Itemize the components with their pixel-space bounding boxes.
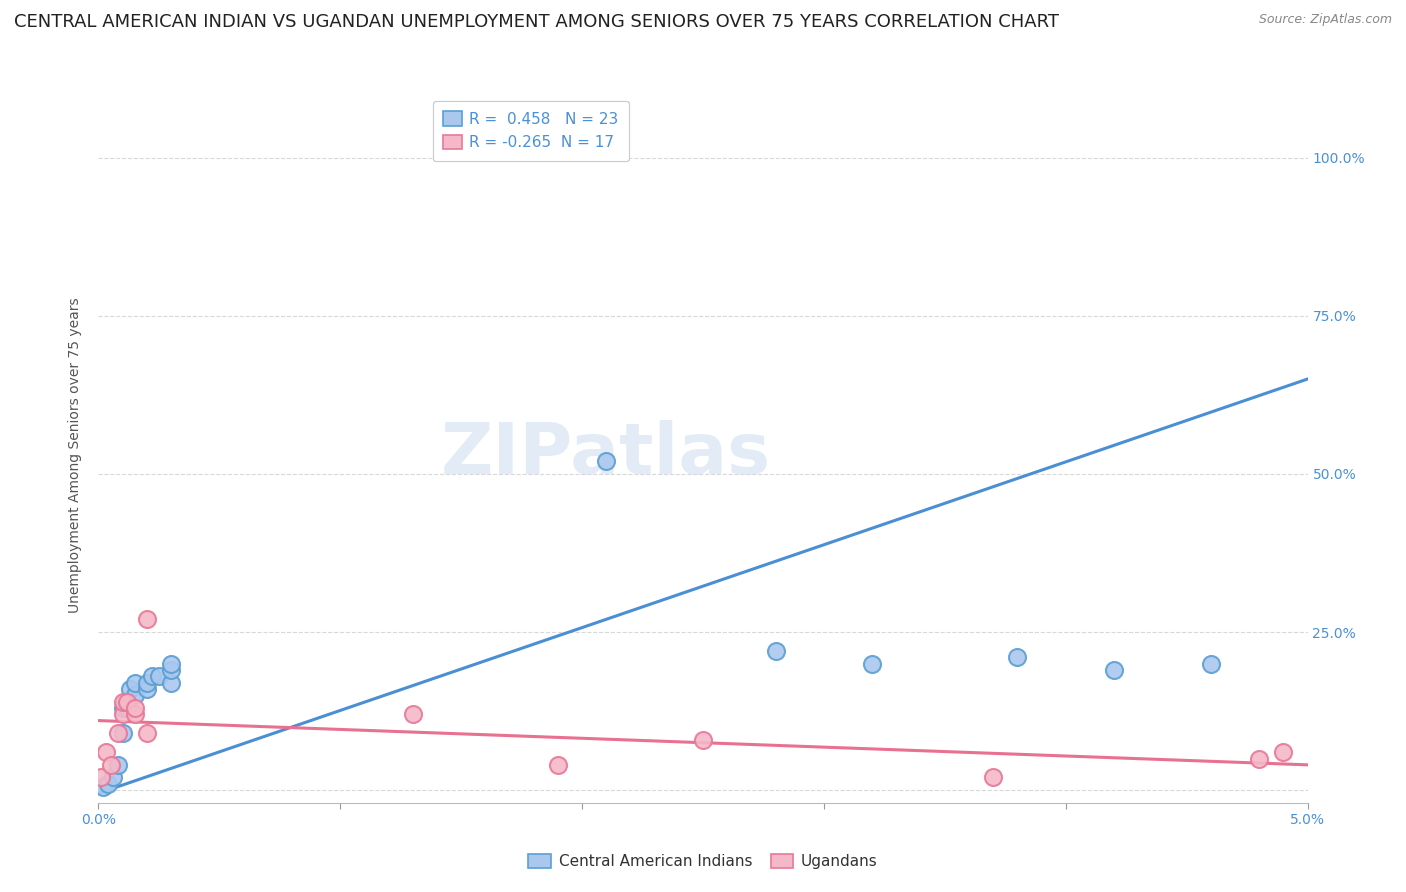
Point	[981, 771, 1004, 785]
Point	[111, 695, 134, 709]
Text: CENTRAL AMERICAN INDIAN VS UGANDAN UNEMPLOYMENT AMONG SENIORS OVER 75 YEARS CORR: CENTRAL AMERICAN INDIAN VS UGANDAN UNEMP…	[14, 13, 1059, 31]
Point	[97, 777, 120, 791]
Point	[160, 657, 183, 671]
Point	[91, 780, 114, 794]
Point	[135, 681, 157, 696]
Point	[124, 675, 146, 690]
Point	[1102, 663, 1125, 677]
Point	[117, 701, 139, 715]
Point	[111, 707, 134, 722]
Point	[118, 681, 141, 696]
Point	[141, 669, 163, 683]
Point	[1199, 657, 1222, 671]
Point	[100, 757, 122, 772]
Point	[124, 688, 146, 702]
Point	[135, 612, 157, 626]
Point	[124, 707, 146, 722]
Point	[135, 675, 157, 690]
Point	[107, 757, 129, 772]
Point	[107, 726, 129, 740]
Point	[595, 454, 617, 468]
Point	[117, 695, 139, 709]
Point	[160, 663, 183, 677]
Point	[160, 675, 183, 690]
Point	[111, 726, 134, 740]
Point	[1249, 751, 1271, 765]
Point	[402, 707, 425, 722]
Point	[101, 771, 124, 785]
Point	[135, 726, 157, 740]
Point	[547, 757, 569, 772]
Text: Source: ZipAtlas.com: Source: ZipAtlas.com	[1258, 13, 1392, 27]
Point	[148, 669, 170, 683]
Legend: R =  0.458   N = 23, R = -0.265  N = 17: R = 0.458 N = 23, R = -0.265 N = 17	[433, 101, 628, 161]
Point	[1007, 650, 1029, 665]
Point	[111, 701, 134, 715]
Legend: Central American Indians, Ugandans: Central American Indians, Ugandans	[522, 847, 884, 875]
Point	[90, 771, 112, 785]
Point	[765, 644, 787, 658]
Point	[94, 745, 117, 759]
Point	[1272, 745, 1295, 759]
Y-axis label: Unemployment Among Seniors over 75 years: Unemployment Among Seniors over 75 years	[69, 297, 83, 613]
Point	[860, 657, 883, 671]
Text: ZIPatlas: ZIPatlas	[441, 420, 772, 490]
Point	[124, 701, 146, 715]
Point	[692, 732, 714, 747]
